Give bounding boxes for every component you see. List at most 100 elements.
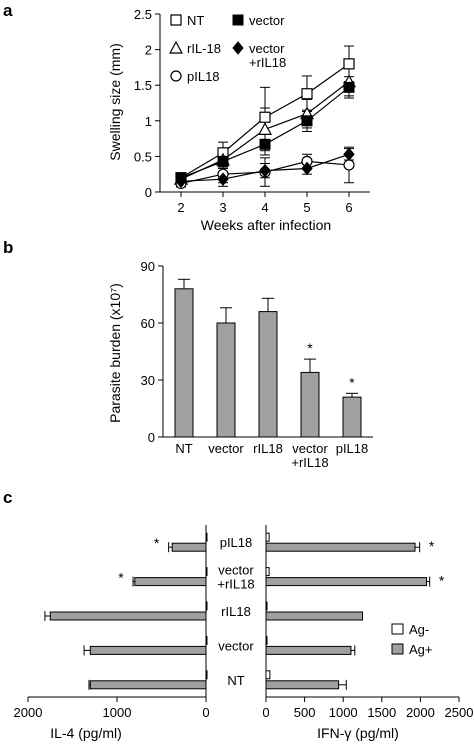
panel-c-right-significance-mark: * — [429, 538, 435, 554]
panel-a-x-tick-label: 4 — [261, 200, 268, 215]
panel-c-il4-chart: 2000 1000 0 * * — [14, 525, 210, 720]
panel-b-significance-mark: * — [349, 374, 355, 390]
panel-b-y-tick-label: 90 — [141, 259, 155, 274]
panel-a-x-tick-label: 5 — [303, 200, 310, 215]
panel-c-left-x-tick-label: 2000 — [14, 705, 43, 720]
panel-b-x-tick-label: pIL18 — [336, 441, 369, 456]
panel-c-right-bar-ag-plus — [265, 577, 428, 587]
panel-b-x-tick-label: vector — [208, 441, 244, 456]
panel-b-x-tick-label: NT — [175, 441, 192, 456]
panel-c-left-bar-ag-plus — [49, 611, 207, 621]
panel-a-legend-label: vector — [249, 13, 285, 28]
panel-a-x-axis-label: Weeks after infection — [201, 217, 331, 233]
panel-a-data-point — [301, 115, 313, 127]
panel-c-category-label: vector — [218, 638, 254, 653]
panel-a-data-point — [301, 161, 313, 176]
panel-a-legend-label: rIL-18 — [187, 41, 221, 56]
panel-a-data-point — [301, 88, 313, 100]
panel-c-right-x-tick-label: 1500 — [367, 705, 396, 720]
panel-c-left-significance-mark: * — [118, 570, 124, 586]
panel-a-x-tick-label: 3 — [219, 200, 226, 215]
panel-a-y-tick-label: 1.5 — [134, 78, 152, 93]
panel-c-right-x-tick-label: 0 — [262, 705, 269, 720]
panel-c-right-significance-mark: * — [439, 573, 445, 589]
panel-c-left-x-tick-label: 0 — [202, 705, 209, 720]
panel-a-data-point — [217, 172, 229, 186]
panel-c-left-bar-ag-plus — [134, 577, 207, 587]
panel-b-y-tick-label: 0 — [148, 430, 155, 445]
panel-b-significance-mark: * — [307, 340, 313, 356]
panel-b-bar — [216, 322, 236, 438]
panel-a-y-tick-label: 1 — [145, 114, 152, 129]
panel-c-left-bar-ag-minus — [205, 532, 208, 542]
panel-letter-c: c — [3, 488, 12, 507]
panel-a-data-point — [343, 159, 355, 171]
panel-a-legend-marker — [168, 40, 184, 54]
panel-a-data-point — [175, 174, 187, 189]
panel-c-right-bar-ag-plus — [265, 680, 340, 690]
panel-a-legend-marker — [170, 70, 182, 82]
panel-a-ticks: 0 0.5 1 1.5 2 2.5 2 3 4 5 6 — [134, 7, 353, 215]
panel-b-y-axis-label: Parasite burden (x10⁷) — [107, 283, 123, 423]
panel-letter-a: a — [3, 1, 13, 20]
panel-b-y-tick-label: 60 — [141, 316, 155, 331]
panel-c-category-labels: pIL18 vector +rIL18 rIL18 vector NT — [217, 535, 254, 688]
panel-a-y-tick-label: 2 — [145, 43, 152, 58]
panel-c-left-bar-ag-plus — [171, 542, 207, 552]
panel-a-data-point — [343, 81, 355, 93]
panel-c-right-x-tick-label: 500 — [294, 705, 316, 720]
panel-c-left-bar-ag-plus — [89, 645, 207, 655]
panel-c-legend: Ag- Ag+ — [391, 622, 433, 657]
panel-c-legend-label: Ag- — [409, 622, 429, 637]
panel-c-left-bar-ag-plus — [89, 680, 207, 690]
panel-c-left-bar-ag-minus — [205, 635, 208, 645]
panel-c-left-bar-ag-minus — [205, 670, 208, 680]
panel-b-y-tick-label: 30 — [141, 373, 155, 388]
panel-c-chart: 2000 1000 0 * * 0 500 1000 1500 2000 2500 * * pIL18… — [14, 525, 474, 741]
panel-a-data-point — [259, 138, 271, 150]
panel-b-bar — [258, 311, 278, 438]
panel-a-data-point — [343, 58, 355, 70]
panel-c-right-x-tick-label: 2500 — [445, 705, 474, 720]
panel-b-x-tick-label: vector +rIL18 — [291, 441, 328, 470]
panel-c-category-label: rIL18 — [221, 604, 251, 619]
panel-a-y-tick-label: 2.5 — [134, 7, 152, 22]
panel-c-right-x-axis-label: IFN-γ (pg/ml) — [317, 725, 399, 741]
panel-c-right-bar-ag-plus — [265, 645, 352, 655]
panel-c-right-bar-ag-plus — [265, 542, 416, 552]
panel-b-chart: 0 30 60 90 * * NT vector rIL18 vector +rIL18 pIL1… — [107, 259, 373, 470]
panel-c-right-bar-ag-minus — [265, 670, 271, 680]
panel-c-legend-label: Ag+ — [409, 642, 433, 657]
panel-b-bar — [342, 396, 362, 438]
panel-b-axes: 0 30 60 90 — [141, 259, 373, 445]
panel-a-data-point — [343, 147, 355, 162]
panel-c-left-x-tick-label: 1000 — [103, 705, 132, 720]
panel-b-x-tick-label: rIL18 — [253, 441, 283, 456]
panel-c-category-label: pIL18 — [220, 535, 253, 550]
panel-b-bar — [300, 371, 320, 438]
panel-c-category-label: vector +rIL18 — [217, 563, 254, 592]
panel-c-left-x-axis-label: IL-4 (pg/ml) — [50, 725, 122, 741]
panel-c-legend-swatch-ag-minus — [391, 623, 404, 635]
panel-a-chart: 0 0.5 1 1.5 2 2.5 2 3 4 5 6 NT rIL-18 pIL18 vector vec… — [107, 7, 370, 233]
panel-a-legend-marker — [232, 14, 244, 26]
panel-a-legend: NT rIL-18 pIL18 vector vector +rIL18 — [168, 13, 286, 84]
panel-c-right-bar-ag-plus — [265, 611, 363, 621]
panel-c-left-bar-ag-minus — [205, 567, 208, 577]
panel-a-x-tick-label: 2 — [177, 200, 184, 215]
panel-letter-b: b — [3, 238, 13, 257]
panel-a-y-axis-label: Swelling size (mm) — [107, 43, 123, 160]
panel-a-data-point — [259, 163, 271, 178]
panel-c-right-bar-ag-minus — [265, 567, 270, 577]
panel-c-category-label: NT — [227, 673, 244, 688]
panel-a-markers — [173, 58, 357, 190]
panel-c-left-significance-mark: * — [154, 535, 160, 551]
panel-c-right-x-tick-label: 2000 — [406, 705, 435, 720]
panel-a-legend-label: pIL18 — [187, 69, 220, 84]
panel-a-legend-marker — [232, 41, 244, 55]
panel-c-right-bar-ag-minus — [265, 601, 268, 611]
panel-c-right-bar-ag-minus — [265, 532, 270, 542]
panel-c-legend-swatch-ag-plus — [391, 643, 404, 655]
panel-a-y-tick-label: 0.5 — [134, 149, 152, 164]
